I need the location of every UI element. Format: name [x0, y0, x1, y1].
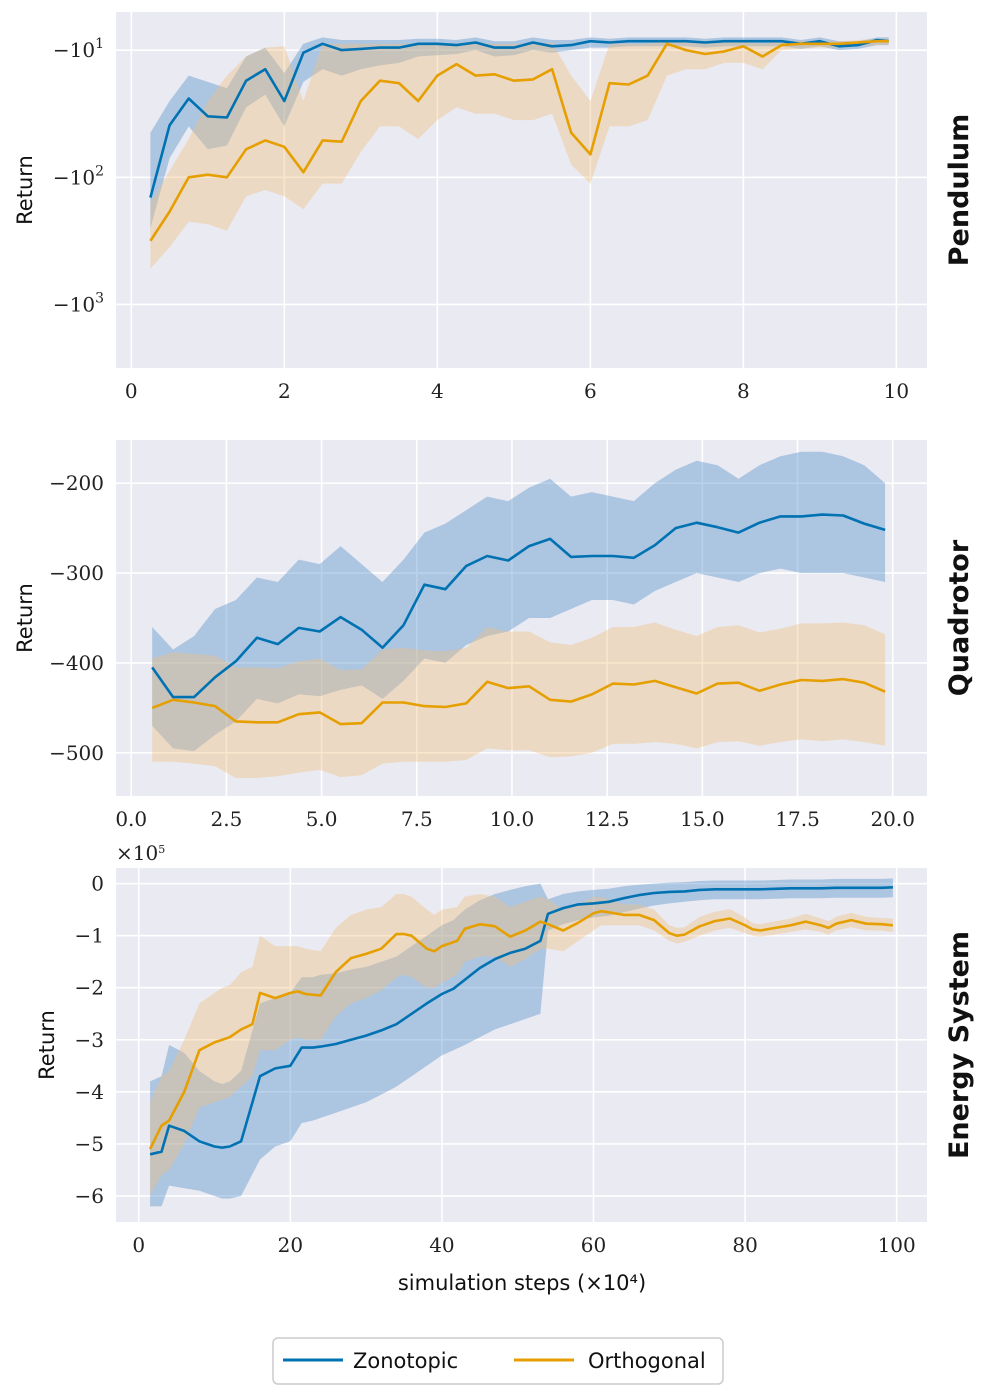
pendulum-row-title: Pendulum: [944, 114, 975, 266]
energy-system-zonotopic-confidence-band: [150, 878, 893, 1207]
pendulum-x-tick-label: 10: [884, 379, 909, 403]
pendulum-panel: 0 2 4 6 8 10 −101 −102 −103 Return Pendulum: [13, 12, 975, 403]
legend-orthogonal-label: Orthogonal: [588, 1349, 706, 1373]
pendulum-x-tick-label: 6: [584, 379, 597, 403]
quadrotor-x-tick-label: 5.0: [306, 807, 338, 831]
quadrotor-y-tick-label: −200: [49, 471, 104, 495]
quadrotor-y-axis-label: Return: [13, 583, 37, 653]
energy-system-y-tick-label: −2: [75, 976, 104, 1000]
quadrotor-zonotopic-confidence-band: [152, 451, 886, 752]
quadrotor-x-tick-label: 15.0: [680, 807, 725, 831]
energy-system-y-tick-label: −4: [75, 1080, 104, 1104]
pendulum-orthogonal-line: [149, 39, 889, 242]
quadrotor-x-tick-label: 10.0: [490, 807, 535, 831]
quadrotor-y-tick-label: −400: [49, 651, 104, 675]
energy-system-row-title: Energy System: [944, 931, 975, 1159]
pendulum-plot-area: [116, 12, 927, 368]
quadrotor-orthogonal-confidence-band: [152, 622, 886, 778]
quadrotor-row-title: Quadrotor: [944, 539, 975, 696]
energy-system-plot-area: [116, 868, 927, 1222]
pendulum-x-tick-label: 8: [737, 379, 750, 403]
legend: Zonotopic Orthogonal: [272, 1337, 724, 1385]
energy-system-y-tick-label: −1: [75, 924, 104, 948]
quadrotor-x-tick-label: 7.5: [401, 807, 433, 831]
energy-system-y-tick-label: −5: [75, 1132, 104, 1156]
energy-system-y-multiplier: ×105: [116, 841, 165, 865]
quadrotor-x-tick-label: 17.5: [775, 807, 820, 831]
pendulum-x-tick-label: 0: [125, 379, 138, 403]
quadrotor-x-tick-label: 0.0: [115, 807, 147, 831]
energy-system-panel: 0 20 40 60 80 100 0 −1 −2 −3 −4 −5 −6 ×105 Return Energ…: [35, 841, 975, 1257]
energy-system-orthogonal-confidence-band: [150, 894, 893, 1196]
energy-system-x-tick-label: 20: [278, 1233, 303, 1257]
pendulum-y-tick-label: −103: [53, 290, 104, 316]
energy-system-y-tick-label: −6: [75, 1184, 104, 1208]
pendulum-orthogonal-confidence-band: [150, 38, 889, 269]
legend-zonotopic-label: Zonotopic: [353, 1349, 458, 1373]
quadrotor-x-tick-label: 2.5: [211, 807, 243, 831]
pendulum-x-tick-label: 2: [278, 379, 291, 403]
quadrotor-orthogonal-line: [151, 677, 886, 726]
pendulum-x-tick-label: 4: [431, 379, 444, 403]
quadrotor-y-tick-label: −300: [49, 561, 104, 585]
quadrotor-panel: 0.0 2.5 5.0 7.5 10.0 12.5 15.0 17.5 20.0 −200 −300…: [13, 440, 975, 831]
energy-system-orthogonal-line: [148, 909, 894, 1150]
energy-system-y-tick-label: 0: [91, 872, 104, 896]
energy-system-x-tick-label: 60: [581, 1233, 606, 1257]
quadrotor-y-tick-label: −500: [49, 741, 104, 765]
pendulum-y-tick-label: −102: [53, 163, 104, 189]
shared-x-axis-label: simulation steps (×10⁴): [398, 1271, 646, 1295]
energy-system-x-tick-label: 80: [732, 1233, 757, 1257]
quadrotor-x-tick-label: 12.5: [585, 807, 630, 831]
pendulum-y-tick-label: −101: [53, 36, 104, 62]
pendulum-zonotopic-line: [149, 38, 889, 198]
quadrotor-zonotopic-line: [151, 513, 886, 699]
quadrotor-x-tick-label: 20.0: [870, 807, 915, 831]
quadrotor-plot-area: [116, 440, 927, 796]
legend-box: [272, 1337, 724, 1385]
pendulum-y-axis-label: Return: [13, 155, 37, 225]
energy-system-x-tick-label: 100: [878, 1233, 916, 1257]
energy-system-x-tick-label: 40: [429, 1233, 454, 1257]
energy-system-x-tick-label: 0: [132, 1233, 145, 1257]
energy-system-y-axis-label: Return: [35, 1010, 59, 1080]
energy-system-y-tick-label: −3: [75, 1028, 104, 1052]
energy-system-zonotopic-line: [149, 886, 893, 1156]
